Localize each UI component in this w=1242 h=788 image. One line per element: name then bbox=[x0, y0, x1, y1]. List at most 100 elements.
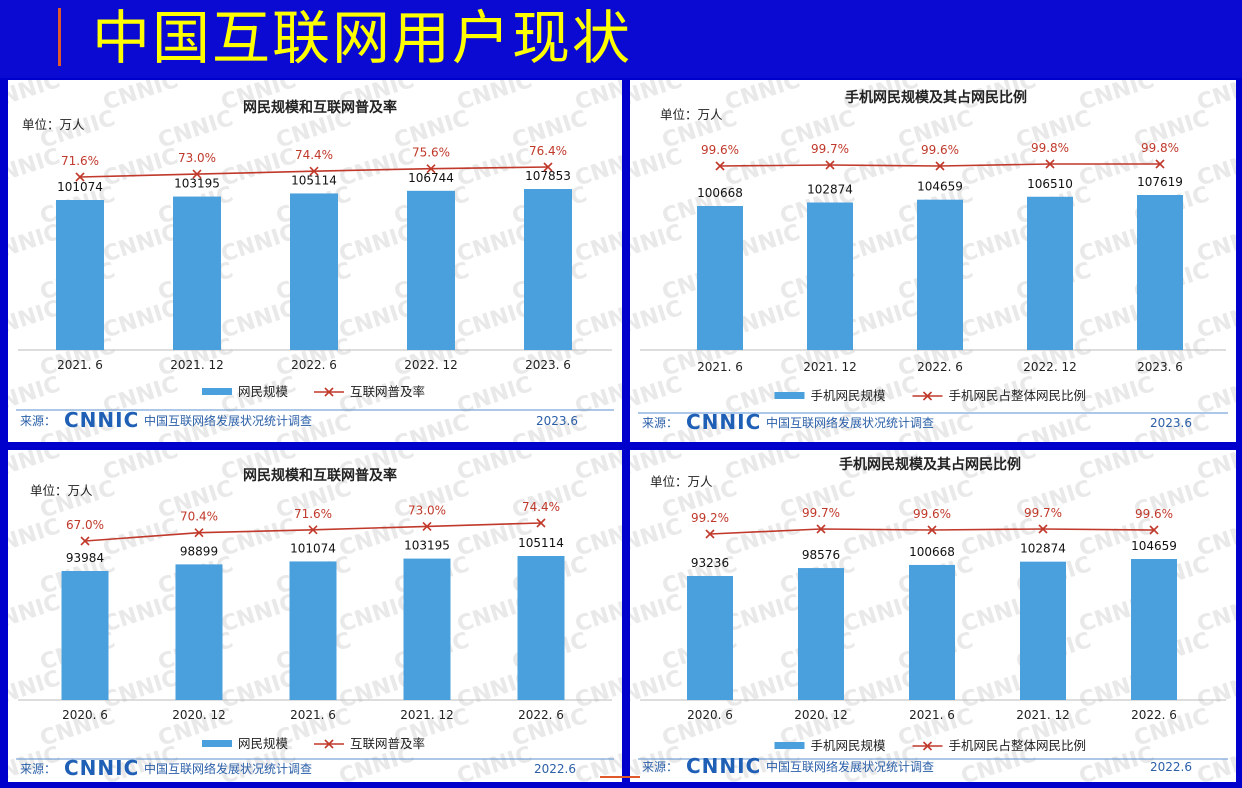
watermark-text: CNNIC bbox=[454, 220, 535, 268]
watermark-text: CNNIC bbox=[100, 80, 181, 116]
watermark-text: CNNIC bbox=[8, 666, 63, 714]
source-label: 来源： bbox=[642, 760, 678, 774]
x-tick-label: 2021. 6 bbox=[290, 708, 336, 722]
chart-panel-mobile-users-2023: CNNIC CNNIC CNNIC CNNIC CNNIC CNNIC CNNIC CNNIC… bbox=[630, 80, 1236, 442]
chart-panel-internet-users-2022: CNNIC CNNIC CNNIC CNNIC CNNIC CNNIC CNNIC CNNIC… bbox=[8, 450, 622, 782]
line-point-marker bbox=[426, 164, 436, 174]
line-value-label: 99.6% bbox=[921, 143, 959, 157]
legend-line-marker bbox=[324, 387, 334, 397]
legend-line-label: 互联网普及率 bbox=[350, 384, 425, 399]
watermark-text: CNNIC bbox=[722, 666, 803, 714]
bar bbox=[289, 561, 337, 700]
watermark-text: CNNIC bbox=[1076, 514, 1157, 562]
watermark-text: CNNIC bbox=[454, 80, 535, 116]
x-tick-label: 2021. 12 bbox=[1016, 708, 1069, 722]
bar-value-label: 105114 bbox=[518, 536, 564, 550]
line-value-label: 71.6% bbox=[294, 507, 332, 521]
bar bbox=[524, 189, 572, 350]
x-tick-label: 2020. 6 bbox=[687, 708, 733, 722]
legend-bar-swatch bbox=[202, 740, 232, 747]
watermark-text: CNNIC bbox=[336, 144, 417, 192]
line-value-label: 99.6% bbox=[913, 507, 951, 521]
line-value-label: 99.8% bbox=[1141, 141, 1179, 155]
bar bbox=[807, 202, 853, 350]
line-value-label: 73.0% bbox=[408, 503, 446, 517]
line-point-marker bbox=[715, 161, 725, 171]
line-value-label: 70.4% bbox=[180, 510, 218, 524]
x-tick-label: 2022. 6 bbox=[917, 360, 963, 374]
line-value-label: 74.4% bbox=[522, 500, 560, 514]
line-value-label: 74.4% bbox=[295, 148, 333, 162]
line-value-label: 99.6% bbox=[701, 143, 739, 157]
bar-value-label: 106744 bbox=[408, 171, 454, 185]
bar-value-label: 93236 bbox=[691, 556, 729, 570]
watermark-text: CNNIC bbox=[8, 450, 63, 486]
line-point-marker bbox=[825, 160, 835, 170]
watermark-text: CNNIC bbox=[336, 296, 417, 344]
legend-line-label: 互联网普及率 bbox=[350, 736, 425, 751]
legend-line-marker bbox=[922, 391, 933, 401]
legend-line-label: 手机网民占整体网民比例 bbox=[949, 388, 1087, 403]
x-tick-label: 2022. 6 bbox=[1131, 708, 1177, 722]
watermark-text: CNNIC bbox=[630, 296, 685, 344]
line-point-marker bbox=[816, 524, 826, 534]
line-point-marker bbox=[543, 162, 553, 172]
x-tick-label: 2022. 6 bbox=[291, 358, 337, 372]
watermark-text: CNNIC bbox=[630, 590, 685, 638]
bar-value-label: 103195 bbox=[404, 539, 450, 553]
bar-value-label: 100668 bbox=[909, 545, 955, 559]
x-tick-label: 2020. 6 bbox=[62, 708, 108, 722]
bar-value-label: 93984 bbox=[66, 551, 104, 565]
bar-value-label: 106510 bbox=[1027, 177, 1073, 191]
watermark-text: CNNIC bbox=[218, 666, 299, 714]
line-value-label: 99.6% bbox=[1135, 507, 1173, 521]
bar-value-label: 103195 bbox=[174, 177, 220, 191]
x-tick-label: 2021. 6 bbox=[57, 358, 103, 372]
watermark-text: CNNIC bbox=[454, 742, 535, 782]
legend-bar-swatch bbox=[202, 388, 232, 395]
watermark-text: CNNIC bbox=[8, 220, 63, 268]
watermark-text: CNNIC bbox=[336, 220, 417, 268]
bar bbox=[175, 564, 223, 700]
bar bbox=[917, 199, 963, 350]
line-point-marker bbox=[194, 528, 204, 538]
watermark-text: CNNIC bbox=[1076, 742, 1157, 782]
bar-value-label: 105114 bbox=[291, 173, 337, 187]
chart-svg: CNNIC CNNIC CNNIC CNNIC CNNIC CNNIC CNNIC CNNIC… bbox=[8, 80, 622, 442]
watermark-text: CNNIC bbox=[8, 514, 63, 562]
chart-title: 手机网民规模及其占网民比例 bbox=[839, 456, 1021, 473]
bar bbox=[61, 571, 109, 700]
watermark-text: CNNIC bbox=[218, 220, 299, 268]
x-tick-label: 2021. 12 bbox=[400, 708, 453, 722]
cnnic-logo: CNNIC bbox=[686, 410, 761, 434]
legend-bar-label: 手机网民规模 bbox=[811, 738, 887, 753]
watermark-text: CNNIC bbox=[630, 514, 685, 562]
bar-value-label: 104659 bbox=[917, 180, 963, 194]
line-point-marker bbox=[536, 518, 546, 528]
line-value-label: 76.4% bbox=[529, 144, 567, 158]
line-point-marker bbox=[705, 529, 715, 539]
x-tick-label: 2021. 6 bbox=[909, 708, 955, 722]
source-date: 2023.6 bbox=[536, 414, 578, 428]
watermark-text: CNNIC bbox=[100, 296, 181, 344]
watermark-text: CNNIC bbox=[722, 450, 803, 486]
legend-bar-swatch bbox=[774, 392, 805, 399]
watermark-text: CNNIC bbox=[218, 144, 299, 192]
bar bbox=[1020, 561, 1066, 700]
chart-panel-internet-users-2023: CNNIC CNNIC CNNIC CNNIC CNNIC CNNIC CNNIC CNNIC… bbox=[8, 80, 622, 442]
watermark-text: CNNIC bbox=[722, 514, 803, 562]
watermark-text: CNNIC bbox=[391, 410, 472, 442]
watermark-text: CNNIC bbox=[630, 220, 685, 268]
line-point-marker bbox=[935, 161, 945, 171]
source-text: 中国互联网络发展状况统计调查 bbox=[144, 761, 312, 776]
watermark-text: CNNIC bbox=[100, 144, 181, 192]
watermark-text: CNNIC bbox=[454, 450, 535, 486]
watermark-text: CNNIC bbox=[1076, 80, 1157, 116]
watermark-text: CNNIC bbox=[100, 666, 181, 714]
source-date: 2023.6 bbox=[1150, 416, 1192, 430]
x-tick-label: 2021. 12 bbox=[170, 358, 223, 372]
line-value-label: 99.7% bbox=[1024, 506, 1062, 520]
